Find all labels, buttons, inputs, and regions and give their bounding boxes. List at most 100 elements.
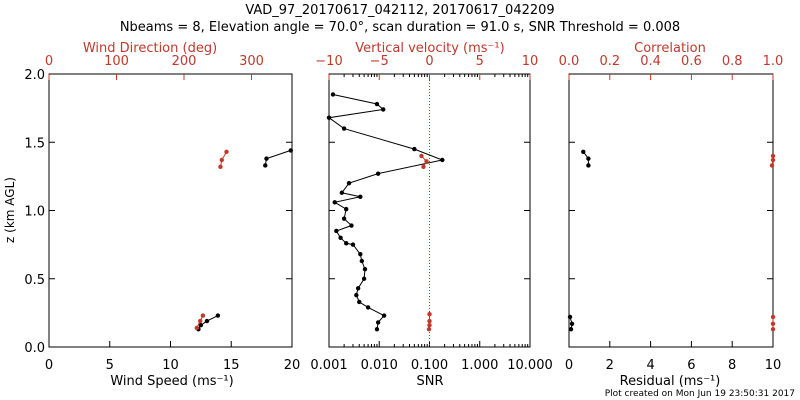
snr-point [359, 258, 365, 264]
vertical_velocity-point [427, 312, 432, 317]
residual-point [567, 314, 573, 320]
residual-point [586, 156, 591, 161]
residual-panel: Correlation Residual (ms⁻¹) 0 2 4 6 8 10 0.0 0.… [559, 41, 784, 389]
plot-created-note: Plot created on Mon Jun 19 23:50:31 2017 [605, 389, 795, 399]
wind-bottom-tick-label: 5 [106, 358, 114, 373]
correlation-point [770, 157, 776, 163]
residual-bottom-tick-label: 6 [687, 358, 695, 373]
residual-plot-frame [568, 73, 774, 348]
vertical_velocity-point [426, 327, 432, 332]
correlation-point [770, 153, 776, 159]
correlation-point [769, 163, 775, 168]
wind_speed-point [204, 318, 210, 324]
snr-point [440, 157, 445, 163]
snr-point [354, 292, 359, 298]
wind_speed-line [264, 149, 291, 166]
snr-bottom-tick-label: 10.000 [507, 358, 553, 373]
wind_direction-point [224, 149, 229, 155]
height-axis-title: z (km AGL) [3, 177, 17, 243]
wind-plot-frame [48, 73, 293, 348]
title-line-2: Nbeams = 8, Elevation angle = 70.0°, sca… [120, 20, 680, 35]
residual-top-tick-label: 0.2 [599, 54, 620, 69]
snr-panel: Vertical velocity (ms⁻¹) SNR 0.001 0.010 0… [310, 41, 552, 389]
correlation-point [770, 314, 776, 320]
snr-point [338, 235, 343, 240]
title-line-1: VAD_97_20170617_042112, 20170617_042209 [245, 3, 554, 18]
residual-point [586, 163, 591, 168]
wind_speed-point [198, 322, 204, 328]
wind_direction-point [200, 313, 206, 318]
wind-top-tick-label: 300 [239, 54, 264, 69]
snr-top-tick-label: 5 [476, 54, 484, 69]
y-tick-label: 0.5 [24, 273, 45, 288]
snr-point [358, 251, 363, 257]
snr-point [374, 327, 380, 332]
snr-point [358, 194, 363, 200]
wind-panel: Wind Direction (deg) Wind Speed (ms⁻¹) z… [3, 41, 300, 389]
snr-point [357, 299, 362, 305]
wind_direction-point [218, 164, 223, 170]
residual-point [581, 149, 586, 155]
snr-point [349, 223, 354, 228]
snr-point [361, 276, 367, 281]
wind-direction-axis-title: Wind Direction (deg) [83, 41, 217, 56]
snr-point [346, 181, 352, 186]
snr-point [375, 171, 381, 176]
residual-bottom-tick-label: 4 [646, 358, 654, 373]
wind_speed-point [288, 148, 293, 153]
snr-point [339, 190, 345, 195]
snr-point [332, 200, 337, 205]
residual-top-tick-label: 0.8 [722, 54, 743, 69]
snr-point [355, 286, 361, 291]
residual-point [569, 321, 575, 326]
vertical_velocity-point [424, 159, 429, 164]
snr-bottom-tick-label: 0.100 [411, 358, 448, 373]
vertical_velocity-point [427, 322, 432, 328]
y-tick-label: 2.0 [24, 68, 45, 83]
wind-speed-axis-title: Wind Speed (ms⁻¹) [110, 374, 233, 389]
wind_direction-point [198, 318, 203, 324]
wind-bottom-tick-label: 0 [45, 358, 53, 373]
snr-point [330, 92, 336, 97]
correlation-point [770, 321, 776, 326]
wind-bottom-tick-label: 15 [223, 358, 240, 373]
snr-top-tick-label: −10 [315, 54, 342, 69]
residual-top-tick-label: 0.4 [640, 54, 661, 69]
vertical_velocity-point [427, 318, 432, 324]
residual-bottom-tick-label: 10 [765, 358, 782, 373]
wind_direction-point [194, 325, 200, 331]
residual-bottom-tick-label: 8 [728, 358, 736, 373]
snr-top-tick-label: 10 [522, 54, 539, 69]
residual-point [568, 327, 574, 332]
snr-point [374, 101, 380, 107]
snr-point [344, 206, 349, 212]
residual-top-tick-label: 0.0 [559, 54, 580, 69]
snr-plot-frame [328, 73, 531, 348]
snr-point [362, 266, 368, 272]
wind-bottom-tick-label: 10 [162, 358, 179, 373]
residual-bottom-tick-label: 2 [606, 358, 614, 373]
y-tick-label: 1.0 [24, 205, 45, 220]
snr-point [375, 320, 381, 325]
snr-top-tick-label: −5 [370, 54, 389, 69]
snr-bottom-tick-label: 1.000 [461, 358, 498, 373]
y-tick-label: 1.5 [24, 136, 45, 151]
wind-bottom-tick-label: 20 [284, 358, 301, 373]
snr-point [334, 228, 339, 234]
snr-bottom-tick-label: 0.010 [361, 358, 398, 373]
snr-point [365, 305, 371, 310]
snr-point [341, 126, 347, 131]
wind_speed-point [264, 156, 269, 161]
correlation-axis-title: Correlation [634, 41, 706, 56]
snr-axis-title: SNR [416, 374, 443, 389]
snr-top-tick-label: 0 [425, 54, 433, 69]
vertical_velocity-point [419, 153, 424, 159]
vertical_velocity-point [421, 164, 426, 170]
snr-point [344, 241, 349, 246]
wind-top-tick-label: 100 [104, 54, 129, 69]
snr-point [326, 115, 332, 120]
residual-bottom-tick-label: 0 [565, 358, 573, 373]
correlation-point [770, 327, 776, 332]
residual-top-tick-label: 0.6 [681, 54, 702, 69]
